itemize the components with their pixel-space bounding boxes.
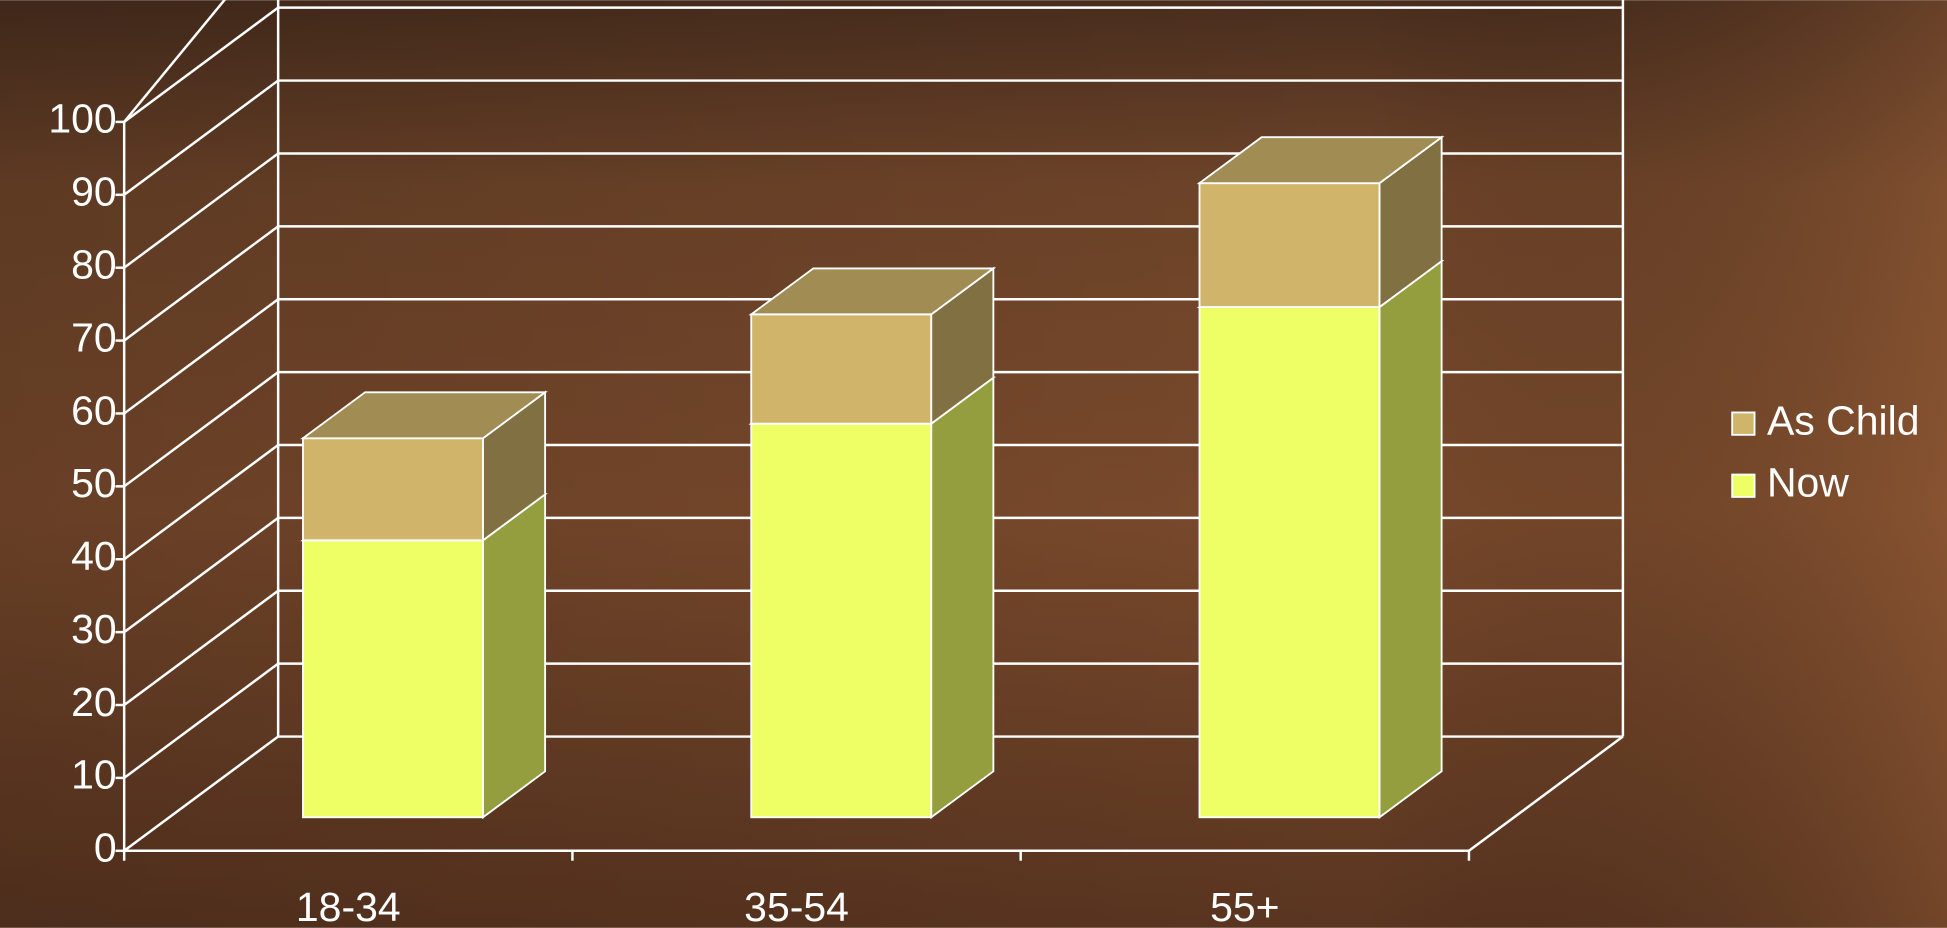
grid-line: [123, 6, 1623, 123]
left-wall-top: [123, 0, 227, 123]
grid-line: [123, 152, 1623, 269]
x-tick-label: 55+: [1210, 884, 1280, 928]
y-tick-label: 90: [71, 169, 117, 215]
grid-line: [123, 370, 1623, 488]
bar: [300, 492, 548, 820]
grid-line: [123, 443, 1623, 561]
legend-label: Now: [1767, 460, 1849, 506]
grid-line: [123, 662, 1623, 779]
legend-swatch: [1731, 411, 1756, 436]
bar-top: [1196, 136, 1445, 185]
y-tick-label: 0: [94, 825, 117, 871]
y-tick-label: 100: [48, 96, 116, 142]
grid-line: [123, 516, 1623, 634]
y-tick-label: 40: [71, 533, 117, 579]
grid-line: [123, 225, 1623, 342]
x-tick-label: 35-54: [744, 884, 849, 928]
y-tick-label: 70: [71, 314, 117, 360]
grid-line: [123, 297, 1623, 415]
grid-line: [123, 589, 1623, 707]
bar-side: [1378, 259, 1443, 820]
bar-top: [748, 267, 997, 316]
y-tick-label: 30: [71, 606, 117, 652]
back-wall: [276, 0, 1625, 737]
bar-side: [930, 375, 995, 820]
bar-front: [302, 437, 484, 542]
bar-front: [750, 422, 933, 819]
bar-front: [302, 539, 484, 819]
y-tick-label: 60: [71, 387, 117, 433]
y-tick-label: 50: [71, 460, 117, 506]
grid-line: [123, 79, 1623, 196]
bar: [1196, 135, 1445, 309]
bar-top: [300, 391, 548, 440]
legend-swatch: [1731, 473, 1756, 498]
bar-front: [750, 313, 933, 425]
legend-label: As Child: [1767, 397, 1920, 443]
bar-side: [482, 492, 547, 820]
grid-line: [123, 735, 1623, 852]
y-tick-label: 80: [71, 242, 117, 288]
y-tick-label: 10: [71, 752, 117, 798]
x-tick-label: 18-34: [296, 884, 401, 928]
bar: [748, 266, 997, 426]
bar-front: [1198, 182, 1381, 308]
bar: [748, 375, 997, 820]
bar-front: [1198, 306, 1381, 819]
y-tick-label: 20: [71, 679, 117, 725]
bar: [1196, 259, 1445, 820]
bar: [300, 390, 548, 543]
